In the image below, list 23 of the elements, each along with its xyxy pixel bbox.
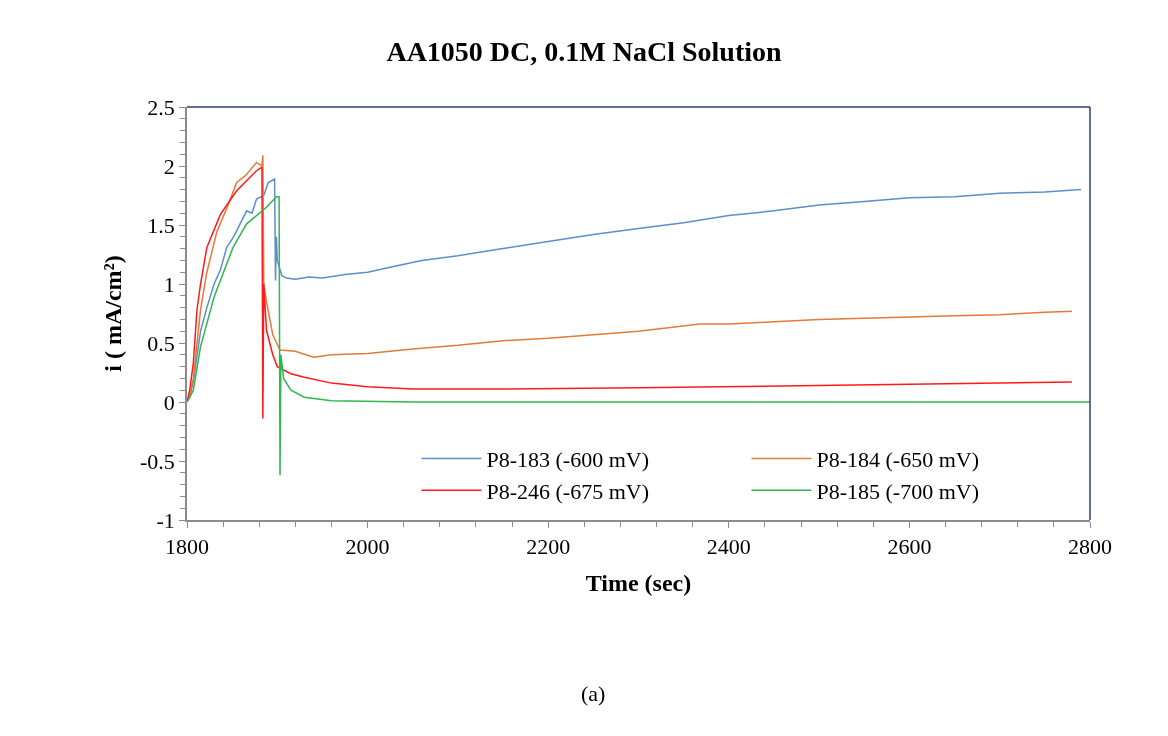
x-axis-title: Time (sec) [585,569,692,596]
x-tick-label: 2200 [526,534,571,560]
legend-label: P8-185 (-700 mV) [816,478,979,504]
y-tick-label: 2.5 [147,94,175,120]
chart-title: AA1050 DC, 0.1M NaCl Solution [386,36,782,68]
y-tick-label: -1 [156,507,175,533]
legend-label: P8-184 (-650 mV) [816,447,979,473]
legend-label: P8-246 (-675 mV) [486,478,649,504]
y-tick-label: 1.5 [147,212,175,238]
x-tick-label: 1800 [165,534,209,560]
y-tick-label: -0.5 [140,448,175,474]
x-tick-label: 2400 [706,534,751,560]
x-tick-label: 2600 [887,534,932,560]
legend-label: P8-183 (-600 mV) [486,447,649,473]
y-axis-title: i ( mA/cm²) [99,255,126,372]
y-tick-label: 2 [163,153,175,179]
x-tick-label: 2000 [345,534,390,560]
y-tick-label: 0 [163,389,175,415]
text: (a) [581,681,606,706]
y-tick-label: 1 [163,271,175,297]
x-tick-label: 2800 [1068,534,1112,560]
y-tick-label: 0.5 [147,330,175,356]
line-series [187,195,1090,476]
